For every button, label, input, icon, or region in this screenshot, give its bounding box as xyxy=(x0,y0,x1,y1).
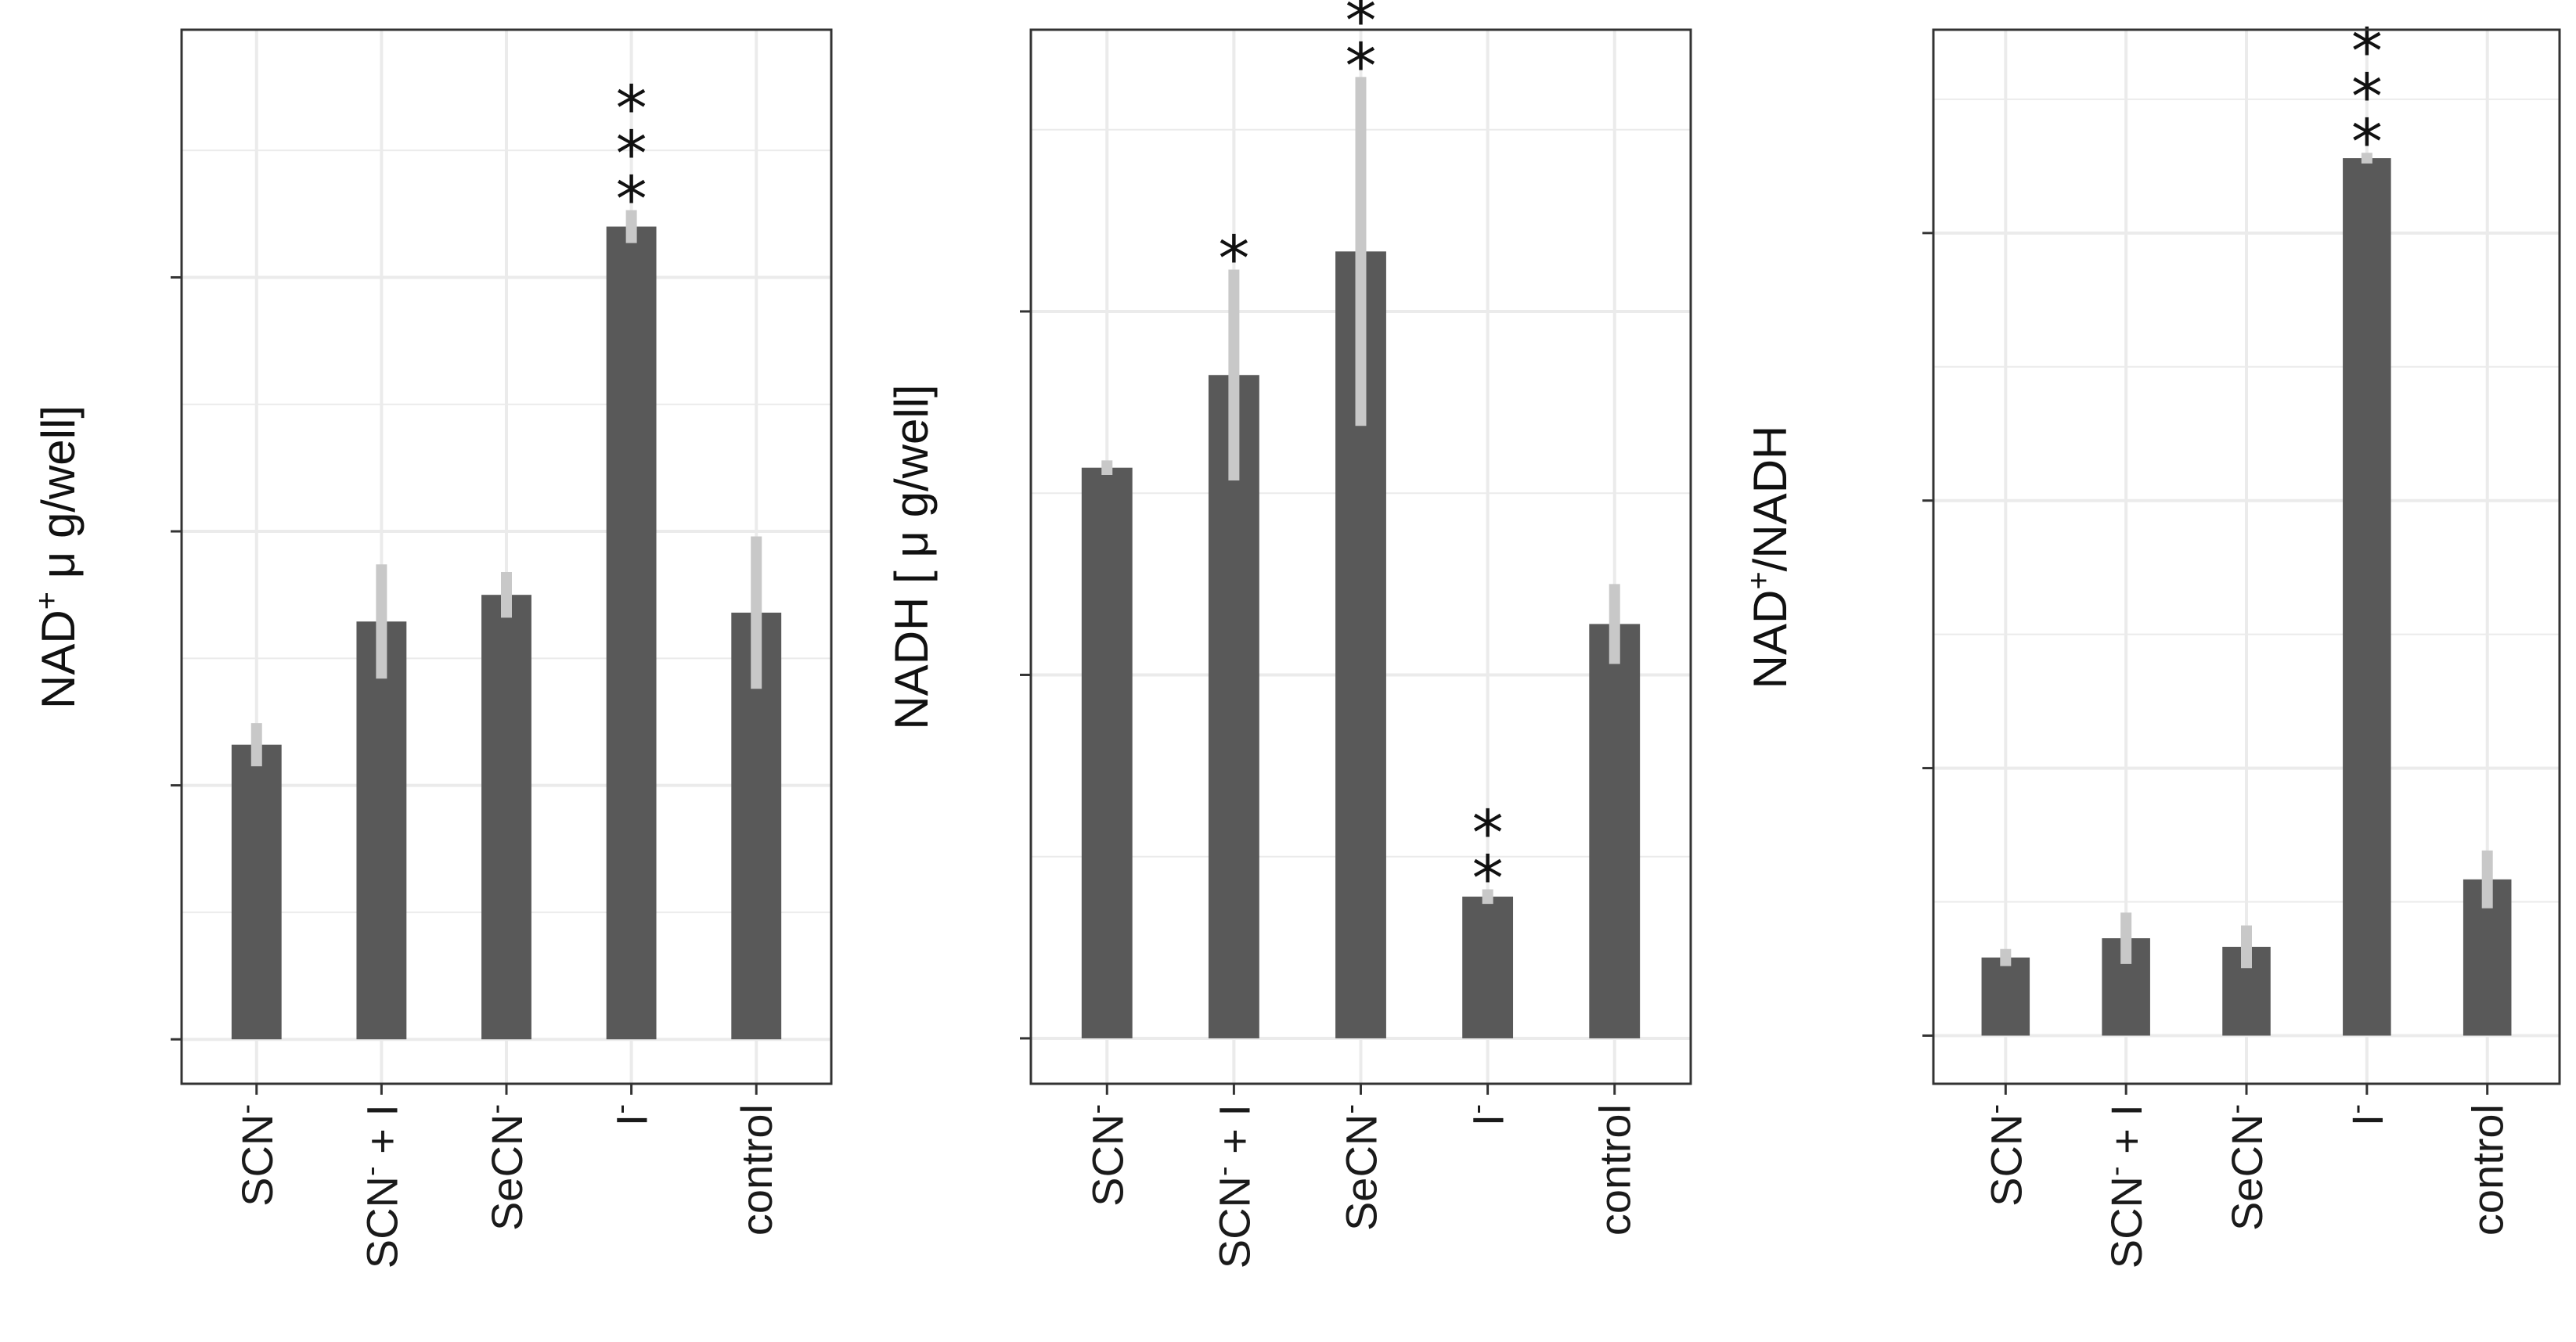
x-tick-label-5: control xyxy=(1591,1104,1640,1236)
bar-2 xyxy=(1208,375,1259,1038)
panel-3: * * * SCN- SCN- + I SeCN- I-control NAD+/NADH xyxy=(1742,15,2561,1268)
x-tick-label-3: SeCN- xyxy=(480,1104,531,1231)
significance-label-4: * * xyxy=(1472,797,1504,916)
x-tick-label-5: control xyxy=(2463,1104,2513,1236)
x-tick-label-3: SeCN- xyxy=(1335,1104,1386,1231)
significance-label-4: * * * xyxy=(2351,15,2383,178)
x-tick-label-2: SCN- + I xyxy=(2099,1104,2151,1268)
x-tick-label-2: SCN- + I xyxy=(1207,1104,1259,1268)
x-tick-label-2: SCN- + I xyxy=(355,1104,406,1268)
bar-1 xyxy=(1981,957,2030,1036)
x-tick-label-1: SCN- xyxy=(1979,1104,2030,1207)
panel-1: * * * SCN- SCN- + I SeCN- I-control NAD+ μ g/we… xyxy=(30,28,833,1268)
y-axis-label: NADH [ μ g/well] xyxy=(885,384,938,729)
bar-2 xyxy=(356,621,407,1040)
bar-4 xyxy=(1462,896,1514,1038)
significance-label-3: *** xyxy=(1346,0,1377,103)
y-axis-label: NAD+/NADH xyxy=(1742,426,1796,689)
x-tick-label-4: I- xyxy=(605,1104,657,1126)
bar-1 xyxy=(231,744,282,1040)
bar-5 xyxy=(1589,624,1641,1038)
x-tick-label-4: I- xyxy=(2340,1104,2392,1126)
bar-4 xyxy=(606,226,657,1040)
y-axis-label: NAD+ μ g/well] xyxy=(30,405,85,709)
x-tick-label-1: SCN- xyxy=(230,1104,282,1207)
bar-1 xyxy=(1081,467,1133,1038)
x-tick-label-3: SeCN- xyxy=(2220,1104,2272,1231)
x-tick-label-4: I- xyxy=(1461,1104,1513,1126)
bar-3 xyxy=(481,595,531,1040)
bar-4 xyxy=(2343,158,2391,1036)
x-tick-label-5: control xyxy=(732,1104,781,1236)
x-tick-label-1: SCN- xyxy=(1080,1104,1132,1207)
significance-label-2: * xyxy=(1218,223,1249,296)
significance-label-4: * * * xyxy=(616,72,647,236)
